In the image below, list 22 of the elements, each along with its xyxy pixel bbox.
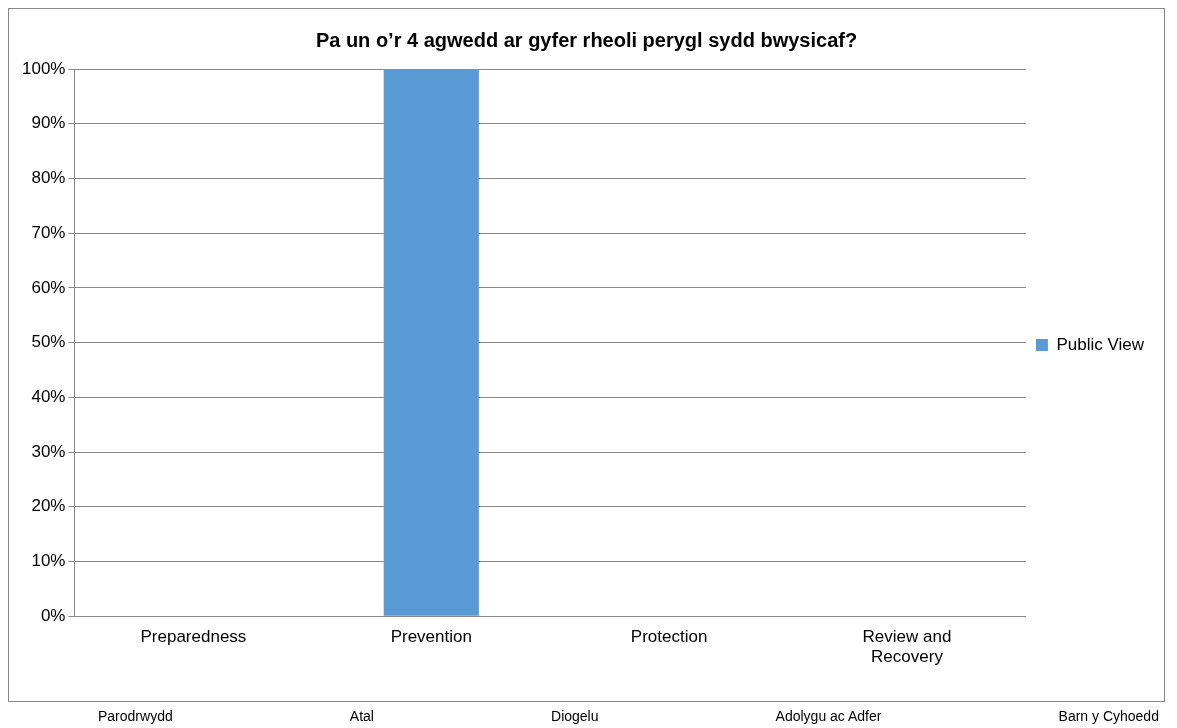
x-tick-label: Protection bbox=[630, 627, 708, 647]
text: Barn y Cyhoedd bbox=[1058, 708, 1159, 724]
chart-title: Pa un o’r 4 agwedd ar gyfer rheoli perygl sydd bwysicaf? bbox=[315, 28, 858, 51]
x-tick-label: Prevention bbox=[390, 627, 472, 647]
legend-label: Public View bbox=[1056, 334, 1145, 354]
x-tick-label: Review and Recovery bbox=[862, 627, 952, 667]
text: Parodrwydd bbox=[98, 708, 173, 724]
text: Adolygu ac Adfer bbox=[775, 708, 882, 724]
y-tick-label: 40% bbox=[31, 387, 66, 407]
y-tick-label: 50% bbox=[31, 332, 66, 352]
y-tick-label: 20% bbox=[31, 496, 66, 516]
y-tick-label: 30% bbox=[31, 441, 66, 461]
y-tick-label: 90% bbox=[31, 113, 66, 133]
y-tick-label: 10% bbox=[31, 551, 66, 571]
y-tick-label: 0% bbox=[40, 605, 66, 625]
text: Diogelu bbox=[551, 708, 599, 724]
y-tick-label: 80% bbox=[31, 168, 66, 188]
y-tick-label: 100% bbox=[22, 58, 66, 78]
y-tick-label: 70% bbox=[31, 222, 66, 242]
y-tick-label: 60% bbox=[31, 277, 66, 297]
x-tick-label: Preparedness bbox=[140, 627, 247, 647]
text: Atal bbox=[349, 708, 374, 724]
